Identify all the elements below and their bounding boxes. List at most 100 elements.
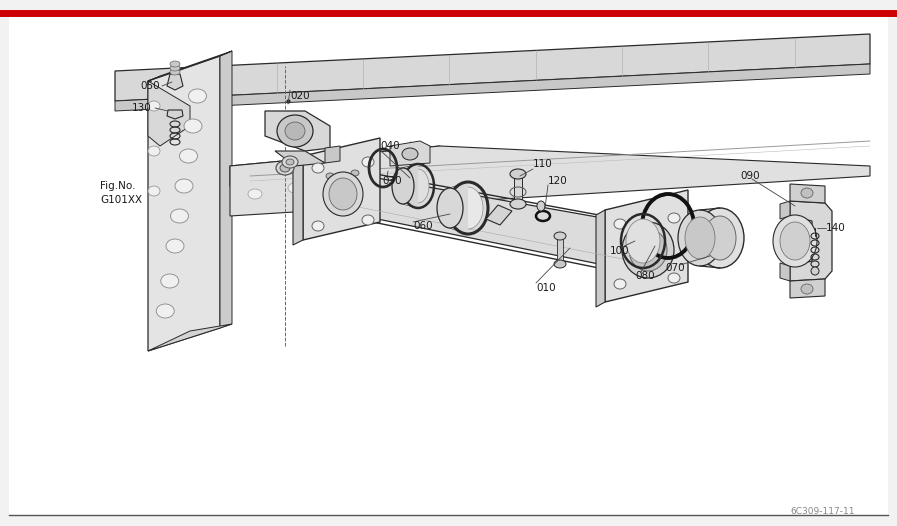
Ellipse shape bbox=[668, 213, 680, 223]
Ellipse shape bbox=[280, 164, 290, 172]
Text: 110: 110 bbox=[533, 159, 553, 169]
Text: 020: 020 bbox=[290, 91, 309, 101]
Ellipse shape bbox=[285, 122, 305, 140]
Polygon shape bbox=[148, 51, 232, 81]
Ellipse shape bbox=[326, 173, 334, 179]
Polygon shape bbox=[293, 156, 303, 245]
Polygon shape bbox=[265, 111, 330, 151]
Ellipse shape bbox=[347, 167, 363, 179]
Ellipse shape bbox=[629, 229, 667, 271]
Ellipse shape bbox=[161, 274, 179, 288]
Ellipse shape bbox=[323, 172, 363, 216]
Ellipse shape bbox=[286, 159, 294, 165]
Ellipse shape bbox=[277, 115, 313, 147]
Text: 090: 090 bbox=[740, 171, 760, 181]
Ellipse shape bbox=[510, 199, 526, 209]
Ellipse shape bbox=[392, 168, 414, 204]
Ellipse shape bbox=[801, 284, 813, 294]
Ellipse shape bbox=[685, 217, 715, 259]
Ellipse shape bbox=[811, 267, 819, 275]
Text: 080: 080 bbox=[635, 271, 655, 281]
Ellipse shape bbox=[170, 65, 180, 71]
Ellipse shape bbox=[626, 219, 660, 263]
Polygon shape bbox=[403, 164, 418, 208]
Ellipse shape bbox=[614, 219, 626, 229]
Polygon shape bbox=[780, 201, 790, 219]
Text: Fig.No.
G101XX: Fig.No. G101XX bbox=[100, 181, 142, 205]
Ellipse shape bbox=[188, 89, 206, 103]
Polygon shape bbox=[148, 56, 220, 351]
Ellipse shape bbox=[801, 188, 813, 198]
Ellipse shape bbox=[537, 201, 545, 211]
Ellipse shape bbox=[170, 61, 180, 67]
Polygon shape bbox=[780, 263, 790, 281]
Ellipse shape bbox=[614, 279, 626, 289]
Ellipse shape bbox=[166, 239, 184, 253]
Ellipse shape bbox=[362, 215, 374, 225]
Polygon shape bbox=[275, 151, 325, 166]
Ellipse shape bbox=[773, 215, 817, 267]
Text: 070: 070 bbox=[665, 263, 684, 273]
Polygon shape bbox=[790, 201, 832, 281]
Polygon shape bbox=[115, 34, 870, 101]
Polygon shape bbox=[303, 138, 380, 240]
Ellipse shape bbox=[668, 273, 680, 283]
Polygon shape bbox=[486, 205, 512, 225]
Ellipse shape bbox=[288, 183, 302, 193]
Ellipse shape bbox=[329, 178, 357, 210]
Ellipse shape bbox=[282, 156, 298, 168]
Polygon shape bbox=[390, 141, 430, 166]
Ellipse shape bbox=[510, 169, 526, 179]
Ellipse shape bbox=[179, 149, 197, 163]
Ellipse shape bbox=[362, 157, 374, 167]
Text: 040: 040 bbox=[380, 141, 400, 151]
Polygon shape bbox=[230, 146, 870, 216]
Text: 060: 060 bbox=[413, 221, 432, 231]
Polygon shape bbox=[596, 210, 605, 307]
Text: 030: 030 bbox=[382, 176, 402, 186]
Text: 120: 120 bbox=[548, 176, 568, 186]
Text: 6C309-117-11: 6C309-117-11 bbox=[790, 507, 855, 516]
Ellipse shape bbox=[402, 148, 418, 160]
Ellipse shape bbox=[322, 170, 338, 182]
Ellipse shape bbox=[184, 119, 202, 133]
Ellipse shape bbox=[437, 188, 463, 228]
Polygon shape bbox=[790, 184, 825, 203]
Ellipse shape bbox=[678, 210, 722, 266]
Ellipse shape bbox=[156, 304, 174, 318]
Text: 100: 100 bbox=[610, 246, 630, 256]
Ellipse shape bbox=[696, 208, 744, 268]
Ellipse shape bbox=[704, 216, 736, 260]
Polygon shape bbox=[167, 110, 183, 119]
Polygon shape bbox=[790, 279, 825, 298]
Ellipse shape bbox=[407, 169, 429, 203]
Text: 050: 050 bbox=[140, 81, 160, 91]
Polygon shape bbox=[148, 81, 190, 146]
Text: 140: 140 bbox=[826, 223, 846, 233]
Ellipse shape bbox=[148, 186, 160, 196]
Ellipse shape bbox=[312, 221, 324, 231]
Ellipse shape bbox=[780, 222, 810, 260]
Ellipse shape bbox=[175, 179, 193, 193]
Ellipse shape bbox=[453, 187, 483, 229]
Ellipse shape bbox=[554, 260, 566, 268]
Ellipse shape bbox=[351, 170, 359, 176]
Ellipse shape bbox=[554, 232, 566, 240]
Polygon shape bbox=[325, 146, 340, 163]
Polygon shape bbox=[220, 51, 232, 328]
Polygon shape bbox=[115, 64, 870, 111]
Ellipse shape bbox=[353, 178, 367, 188]
Polygon shape bbox=[450, 182, 468, 234]
Ellipse shape bbox=[170, 69, 180, 75]
Ellipse shape bbox=[148, 146, 160, 156]
Polygon shape bbox=[605, 190, 688, 302]
Ellipse shape bbox=[312, 163, 324, 173]
Polygon shape bbox=[167, 74, 183, 90]
Ellipse shape bbox=[170, 209, 188, 223]
Polygon shape bbox=[230, 146, 440, 186]
Ellipse shape bbox=[276, 161, 294, 175]
Polygon shape bbox=[343, 172, 648, 274]
Ellipse shape bbox=[622, 222, 674, 278]
Text: 130: 130 bbox=[132, 103, 152, 113]
Ellipse shape bbox=[148, 101, 160, 111]
